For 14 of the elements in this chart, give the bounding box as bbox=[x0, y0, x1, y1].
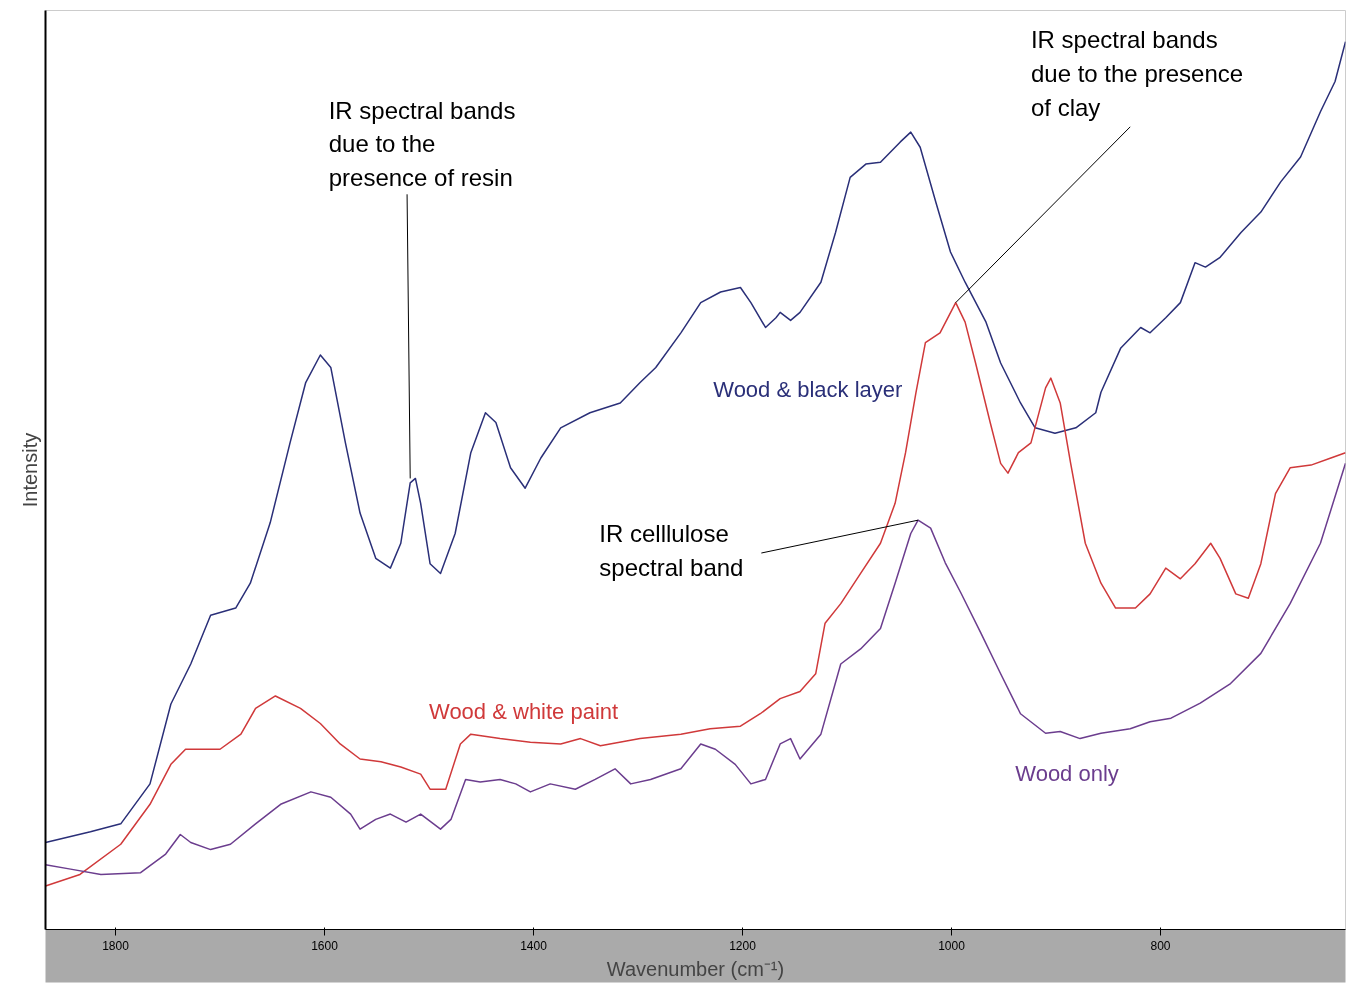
text: Wood & black layer bbox=[713, 377, 903, 403]
annotation: IR celllulose spectral band bbox=[599, 520, 744, 581]
x-tick-label: 1200 bbox=[729, 938, 757, 953]
x-tick-label: 1800 bbox=[102, 938, 130, 953]
x-tick-label: 1000 bbox=[938, 938, 966, 953]
series-label: Wood & white paint bbox=[429, 698, 619, 724]
annotation: IR spectral bands due to the presence of resin bbox=[328, 96, 516, 192]
series-label: Wood only bbox=[1015, 760, 1119, 786]
x-tick-label: 1600 bbox=[311, 938, 339, 953]
x-axis-title: Wavenumber (cm⁻¹) bbox=[606, 957, 785, 980]
x-tick-label: 1400 bbox=[520, 938, 548, 953]
annotation: IR spectral bands due to the presence of clay bbox=[1030, 26, 1244, 121]
x-tick-label: 800 bbox=[1150, 938, 1171, 953]
y-axis-title: Intensity bbox=[18, 432, 41, 508]
